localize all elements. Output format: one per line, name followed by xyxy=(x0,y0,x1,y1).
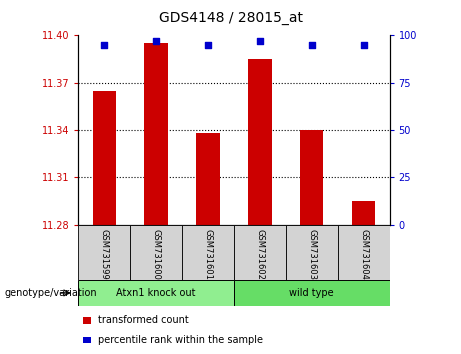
Text: GSM731601: GSM731601 xyxy=(203,229,213,280)
Text: GSM731603: GSM731603 xyxy=(307,229,316,280)
Bar xyxy=(83,317,91,324)
Bar xyxy=(248,59,272,225)
Text: GSM731599: GSM731599 xyxy=(100,229,109,280)
Text: wild type: wild type xyxy=(290,288,334,298)
Text: GSM731600: GSM731600 xyxy=(152,229,161,280)
Bar xyxy=(337,225,390,280)
Text: GSM731604: GSM731604 xyxy=(359,229,368,280)
Bar xyxy=(78,280,234,306)
Point xyxy=(360,42,367,48)
Text: percentile rank within the sample: percentile rank within the sample xyxy=(98,335,263,345)
Bar xyxy=(234,225,286,280)
Bar xyxy=(352,201,375,225)
Text: genotype/variation: genotype/variation xyxy=(5,288,97,298)
Point xyxy=(308,42,315,48)
Text: transformed count: transformed count xyxy=(98,315,189,325)
Point xyxy=(256,38,264,44)
Text: GSM731602: GSM731602 xyxy=(255,229,265,280)
Bar xyxy=(196,133,220,225)
Text: Atxn1 knock out: Atxn1 knock out xyxy=(117,288,196,298)
Point xyxy=(153,38,160,44)
Bar xyxy=(300,130,324,225)
Bar xyxy=(286,225,337,280)
Bar xyxy=(93,91,116,225)
Bar xyxy=(144,43,168,225)
Point xyxy=(204,42,212,48)
Bar xyxy=(83,337,91,343)
Bar xyxy=(78,225,130,280)
Point xyxy=(100,42,108,48)
Bar xyxy=(130,225,182,280)
Bar xyxy=(234,280,390,306)
Text: GDS4148 / 28015_at: GDS4148 / 28015_at xyxy=(159,11,302,25)
Bar xyxy=(182,225,234,280)
